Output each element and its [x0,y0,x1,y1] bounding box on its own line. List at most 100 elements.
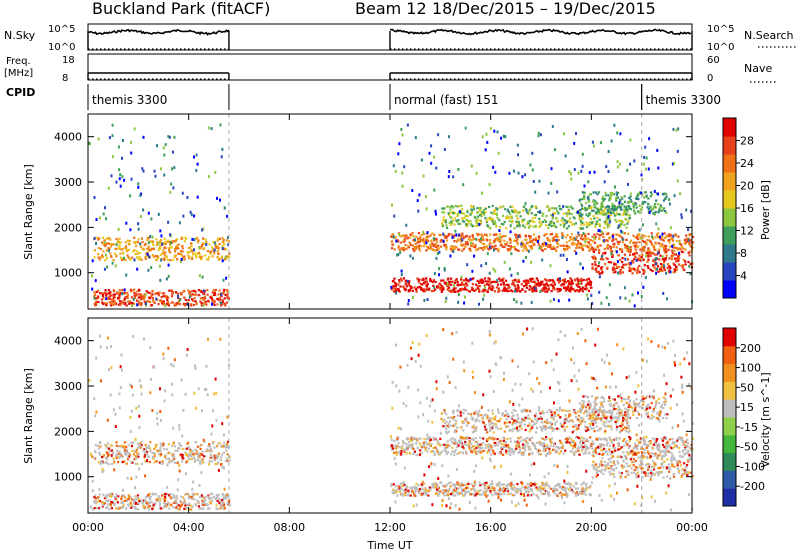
data-cell [446,282,449,286]
data-cell [426,489,429,492]
data-cell [445,220,448,224]
data-cell [514,278,517,281]
data-cell [434,446,437,449]
data-cell [454,287,457,290]
data-cell [405,247,408,251]
data-cell [567,245,570,248]
data-cell [181,503,184,506]
data-cell [499,240,502,243]
data-cell [627,447,631,450]
data-cell [200,494,203,497]
data-cell [661,193,665,196]
data-cell [516,211,520,215]
data-cell [189,210,192,214]
data-cell [673,234,676,237]
data-cell [644,235,647,238]
data-cell [552,245,555,248]
data-cell [118,237,121,240]
data-cell [662,245,665,248]
data-cell [403,483,406,487]
data-cell [430,161,433,165]
data-cell [208,445,212,448]
data-cell [196,445,200,448]
data-cell [479,488,482,492]
data-cell [222,290,225,293]
data-cell [455,278,458,281]
data-cell [567,286,570,289]
data-cell [453,240,456,243]
data-cell [633,304,636,308]
data-cell [443,282,446,285]
data-cell [670,238,673,241]
data-cell [668,241,671,244]
data-cell [552,287,555,290]
data-cell [625,451,628,454]
data-cell [596,222,599,225]
data-cell [218,243,221,246]
data-cell [591,247,594,250]
data-cell [519,215,522,218]
data-cell [600,301,603,305]
data-cell [665,271,668,275]
data-cell [136,508,140,511]
data-cell [167,501,170,504]
data-cell [126,497,129,500]
data-cell [673,257,677,260]
data-cell [406,123,409,127]
data-cell [516,222,519,225]
data-cell [450,290,453,293]
data-cell [637,451,640,454]
data-cell [511,494,514,497]
data-cell [493,233,496,236]
data-cell [419,283,422,286]
data-cell [629,452,632,455]
data-cell [628,266,631,269]
data-cell [594,235,597,238]
data-cell [417,483,420,487]
data-cell [617,226,620,230]
data-cell [136,299,139,303]
data-cell [198,462,202,465]
data-cell [429,239,433,242]
data-cell [618,219,621,222]
data-cell [576,277,579,280]
data-cell [171,445,174,448]
data-cell [199,447,202,450]
colorbar-tick-label: 28 [740,135,754,148]
data-cell [416,277,419,280]
data-cell [164,242,167,246]
data-cell [657,203,660,206]
data-cell [514,233,517,236]
data-cell [415,290,418,293]
data-cell [154,174,157,178]
data-cell [484,280,487,283]
data-cell [403,441,406,445]
data-cell [602,443,605,446]
data-cell [432,237,435,241]
data-cell [118,245,121,248]
data-cell [196,237,199,240]
data-cell [582,232,585,235]
data-cell [620,219,623,223]
data-cell [137,293,140,296]
data-cell [598,234,601,237]
data-cell [538,453,541,456]
data-cell [138,288,141,291]
data-cell [179,252,182,256]
data-cell [517,289,520,292]
data-cell [422,289,425,292]
data-cell [492,451,495,454]
data-cell [171,460,174,463]
data-cell [552,236,555,239]
data-cell [93,236,96,240]
data-cell [93,291,96,294]
data-cell [119,452,122,455]
data-cell [532,483,535,486]
data-cell [599,224,602,228]
data-cell [569,486,572,489]
data-cell [675,445,678,448]
data-cell [125,296,128,299]
data-cell [550,167,553,171]
data-cell [175,291,178,294]
data-cell [97,300,100,304]
